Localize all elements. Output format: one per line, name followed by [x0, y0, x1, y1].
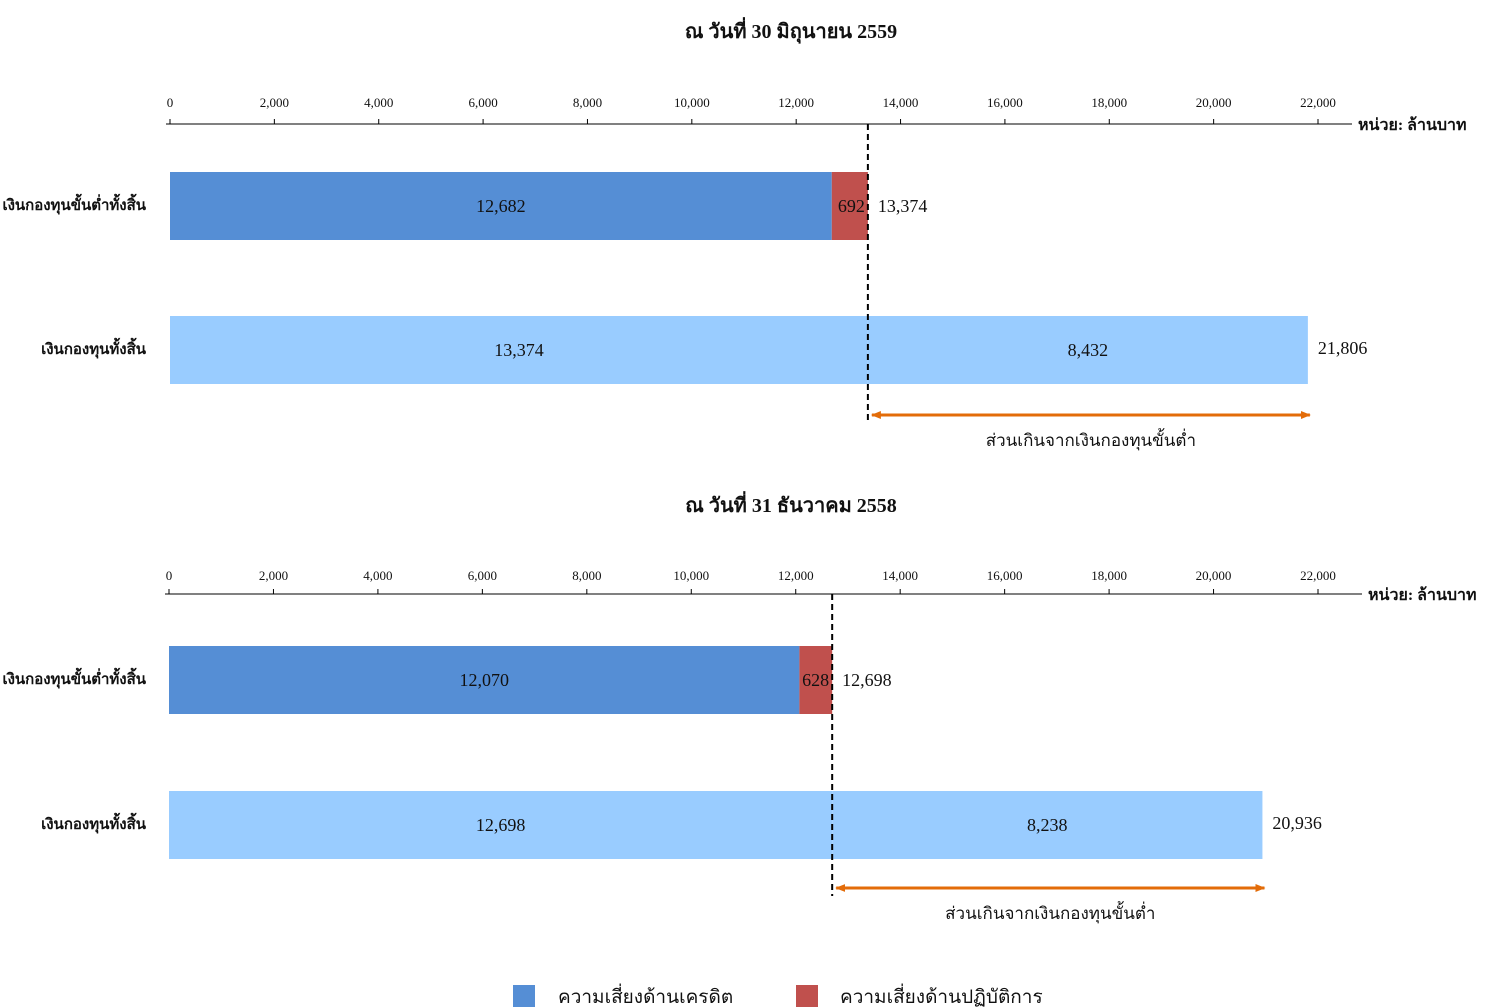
bar-segment-total — [169, 791, 833, 859]
category-label: เงินกองทุนทั้งสิ้น — [41, 812, 147, 834]
x-tick-label: 6,000 — [468, 95, 497, 110]
legend-label: ความเสี่ยงด้านเครดิต — [558, 983, 733, 1008]
x-tick-label: 16,000 — [987, 95, 1023, 110]
legend-label: ความเสี่ยงด้านปฏิบัติการ — [840, 983, 1043, 1008]
category-label: เงินกองทุนขั้นต่ำทั้งสิ้น — [2, 667, 146, 689]
x-tick-label: 18,000 — [1091, 95, 1127, 110]
x-tick-label: 10,000 — [674, 95, 710, 110]
bar-value-label: 8,238 — [1027, 815, 1068, 835]
bar-total-label: 20,936 — [1272, 813, 1322, 833]
bar-value-label: 12,070 — [459, 670, 509, 690]
x-tick-label: 2,000 — [260, 95, 289, 110]
x-tick-label: 14,000 — [883, 95, 919, 110]
bar-segment-total — [170, 316, 868, 384]
category-label: เงินกองทุนขั้นต่ำทั้งสิ้น — [2, 193, 146, 215]
bar-value-label: 12,698 — [476, 815, 526, 835]
unit-label: หน่วย: ล้านบาท — [1358, 116, 1467, 134]
bar-segment-credit — [169, 646, 800, 714]
bar-value-label: 12,682 — [476, 196, 526, 216]
x-tick-label: 10,000 — [673, 568, 709, 583]
bar-value-label: 13,374 — [494, 340, 544, 360]
x-tick-label: 0 — [166, 568, 173, 583]
x-tick-label: 12,000 — [778, 95, 814, 110]
chart-title: ณ วันที่ 30 มิถุนายน 2559 — [685, 16, 897, 44]
x-tick-label: 2,000 — [259, 568, 288, 583]
x-tick-label: 20,000 — [1196, 95, 1232, 110]
bar-value-label: 692 — [838, 196, 865, 216]
category-label: เงินกองทุนทั้งสิ้น — [41, 337, 147, 359]
bar-total-label: 21,806 — [1318, 338, 1368, 358]
x-tick-label: 4,000 — [364, 95, 393, 110]
x-tick-label: 22,000 — [1300, 95, 1336, 110]
x-tick-label: 22,000 — [1300, 568, 1336, 583]
bar-total-label: 12,698 — [842, 670, 892, 690]
x-tick-label: 0 — [167, 95, 174, 110]
x-tick-label: 4,000 — [363, 568, 392, 583]
bar-segment-operational — [799, 646, 833, 714]
bar-segment-total — [867, 316, 1308, 384]
excess-label: ส่วนเกินจากเงินกองทุนขั้นต่ำ — [986, 428, 1196, 451]
x-tick-label: 12,000 — [778, 568, 814, 583]
bar-segment-total — [832, 791, 1263, 859]
bar-value-label: 628 — [802, 670, 829, 690]
x-tick-label: 16,000 — [987, 568, 1023, 583]
chart-title: ณ วันที่ 31 ธันวาคม 2558 — [685, 490, 897, 517]
x-tick-label: 6,000 — [468, 568, 497, 583]
legend-swatch-operational — [796, 985, 818, 1007]
x-tick-label: 20,000 — [1196, 568, 1232, 583]
excess-label: ส่วนเกินจากเงินกองทุนขั้นต่ำ — [945, 901, 1155, 924]
legend-swatch-credit — [513, 985, 535, 1007]
bar-value-label: 8,432 — [1068, 340, 1109, 360]
bar-segment-operational — [831, 172, 868, 240]
x-tick-label: 8,000 — [573, 95, 602, 110]
x-tick-label: 14,000 — [882, 568, 918, 583]
bar-total-label: 13,374 — [878, 196, 928, 216]
x-tick-label: 18,000 — [1091, 568, 1127, 583]
unit-label: หน่วย: ล้านบาท — [1368, 586, 1477, 604]
bar-segment-credit — [170, 172, 832, 240]
x-tick-label: 8,000 — [572, 568, 601, 583]
